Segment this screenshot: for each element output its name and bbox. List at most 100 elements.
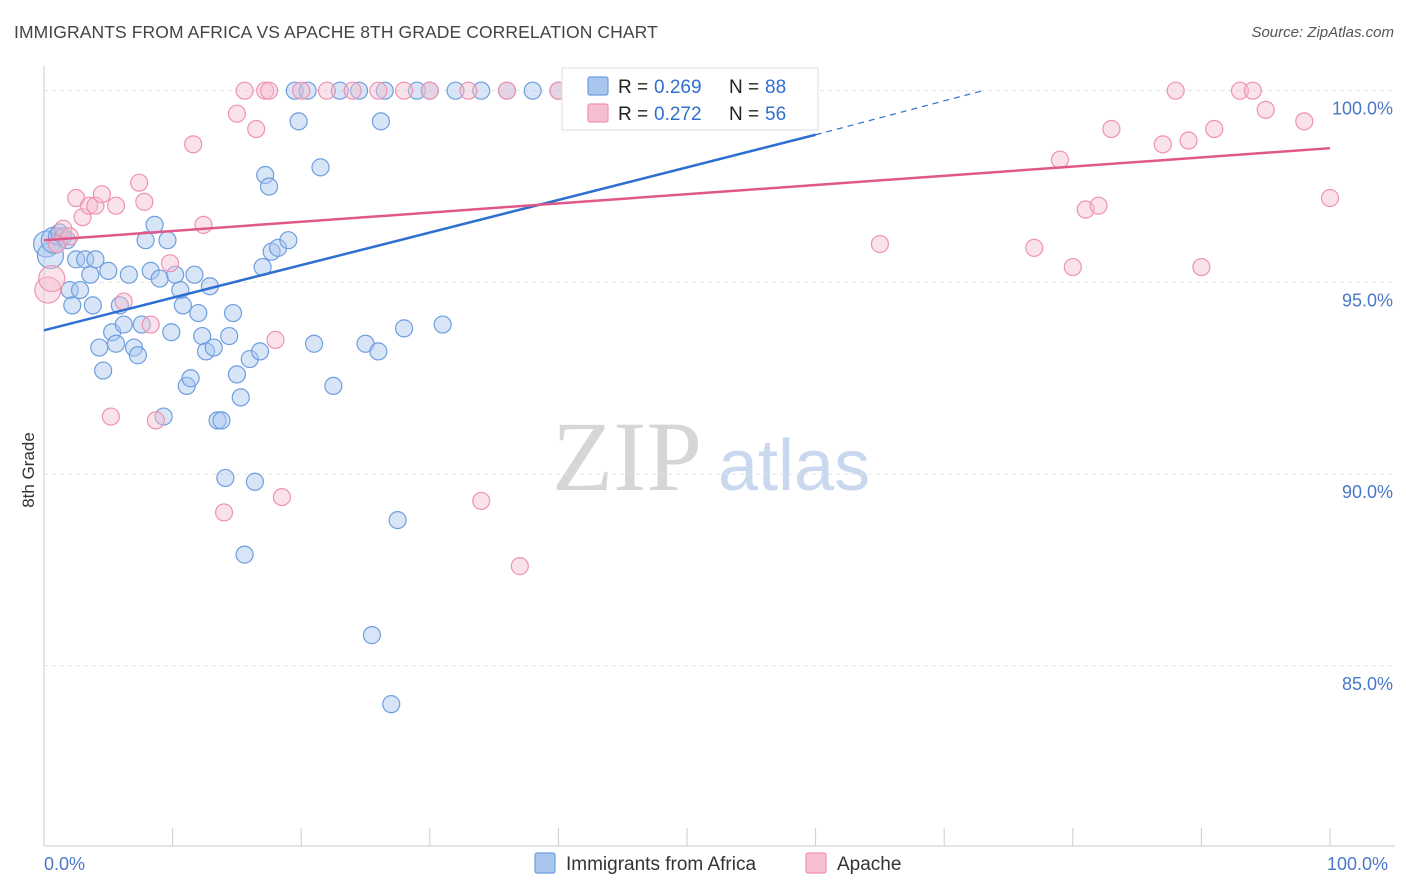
point-apache-26: [266, 330, 285, 349]
data-points: [32, 81, 1340, 714]
point-africa-71: [369, 342, 388, 361]
point-apache-22: [235, 81, 254, 100]
bottom-legend-swatch-africa: [534, 852, 556, 874]
point-apache-48: [1179, 131, 1198, 150]
point-africa-80: [446, 81, 465, 100]
point-africa-40: [193, 326, 212, 346]
trend-line-africa: [43, 133, 816, 332]
point-africa-81: [472, 81, 491, 100]
point-africa-10: [70, 280, 90, 300]
point-africa-52: [240, 349, 259, 369]
point-apache-27: [272, 487, 292, 507]
point-africa-76: [394, 319, 414, 338]
point-apache-9: [92, 185, 111, 204]
point-africa-24: [128, 346, 147, 365]
point-africa-83: [523, 81, 542, 100]
point-africa-60: [279, 231, 298, 250]
trend-lines: [43, 90, 1331, 332]
point-africa-12: [81, 265, 100, 284]
point-africa-57: [259, 177, 279, 196]
point-africa-13: [83, 296, 102, 315]
point-africa-66: [324, 376, 343, 396]
legend-n-value-2: 56: [765, 104, 786, 125]
source-label: Source: ZipAtlas.com: [1251, 24, 1394, 41]
point-apache-35: [472, 491, 491, 511]
legend-n-label-2: N =: [729, 104, 759, 125]
point-apache-0: [34, 276, 62, 304]
stats-legend: R = 0.269 N = 88 R = 0.272 N = 56: [561, 67, 819, 131]
bottom-legend-swatch-apache: [805, 852, 827, 874]
point-africa-59: [268, 238, 288, 257]
point-apache-39: [870, 234, 890, 254]
point-apache-6: [73, 208, 92, 227]
point-africa-45: [212, 411, 231, 430]
point-apache-15: [141, 315, 160, 334]
point-africa-39: [189, 303, 208, 323]
legend-r-label-1: R =: [618, 77, 648, 98]
point-apache-10: [101, 407, 120, 426]
point-africa-49: [227, 365, 246, 384]
point-apache-46: [1153, 135, 1172, 154]
point-africa-74: [382, 695, 401, 714]
chart-title: IMMIGRANTS FROM AFRICA VS APACHE 8TH GRA…: [14, 22, 658, 42]
point-africa-19: [106, 334, 126, 353]
point-apache-30: [343, 81, 362, 100]
point-africa-54: [250, 342, 270, 361]
y-tick-label-3: 100.0%: [1332, 99, 1393, 119]
point-africa-46: [216, 468, 235, 488]
point-africa-16: [94, 361, 113, 380]
y-axis-label: 8th Grade: [19, 432, 38, 508]
point-apache-37: [510, 557, 529, 576]
point-apache-45: [1102, 119, 1121, 139]
point-apache-31: [369, 81, 388, 100]
point-apache-23: [247, 119, 266, 139]
point-apache-41: [1050, 150, 1070, 169]
point-africa-77: [407, 81, 427, 100]
watermark-zip: ZIP: [552, 401, 702, 512]
point-apache-36: [497, 81, 517, 100]
legend-r-label-2: R =: [618, 104, 648, 125]
point-africa-61: [285, 81, 304, 100]
y-tick-label-1: 90.0%: [1342, 482, 1393, 502]
point-africa-62: [289, 112, 308, 131]
legend-n-value-1: 88: [765, 77, 786, 98]
gridlines: [44, 90, 1395, 667]
point-africa-43: [204, 338, 223, 357]
point-africa-29: [150, 269, 169, 288]
point-africa-37: [181, 369, 200, 388]
point-africa-44: [208, 411, 227, 430]
point-apache-34: [459, 81, 478, 100]
point-apache-55: [1320, 188, 1340, 208]
point-apache-18: [184, 135, 203, 154]
point-africa-79: [433, 315, 452, 334]
point-africa-31: [158, 231, 177, 250]
point-apache-47: [1166, 81, 1185, 100]
point-apache-33: [420, 81, 439, 100]
point-apache-17: [160, 254, 180, 273]
legend-r-value-2: 0.272: [654, 104, 702, 125]
point-apache-51: [1230, 81, 1250, 100]
point-africa-64: [304, 334, 324, 353]
point-apache-21: [227, 104, 246, 123]
point-africa-73: [375, 81, 394, 100]
point-africa-68: [349, 81, 369, 100]
point-africa-15: [90, 338, 109, 357]
y-tick-labels: 85.0% 90.0% 95.0% 100.0%: [1332, 99, 1393, 694]
point-apache-29: [317, 81, 337, 100]
point-apache-24: [256, 81, 275, 100]
point-africa-17: [99, 261, 118, 280]
point-africa-53: [245, 472, 265, 491]
point-africa-75: [388, 510, 407, 530]
point-africa-14: [86, 250, 105, 269]
point-africa-21: [114, 315, 133, 334]
bottom-legend-label-apache: Apache: [837, 854, 901, 875]
x-tick-min: 0.0%: [44, 854, 85, 874]
point-apache-44: [1089, 196, 1108, 215]
point-apache-16: [146, 411, 165, 430]
point-apache-1: [38, 264, 66, 293]
legend-n-label-1: N =: [729, 77, 759, 98]
trend-line-extension-africa: [815, 90, 983, 136]
point-africa-70: [362, 626, 382, 645]
point-africa-51: [235, 545, 254, 564]
point-apache-7: [79, 196, 99, 215]
